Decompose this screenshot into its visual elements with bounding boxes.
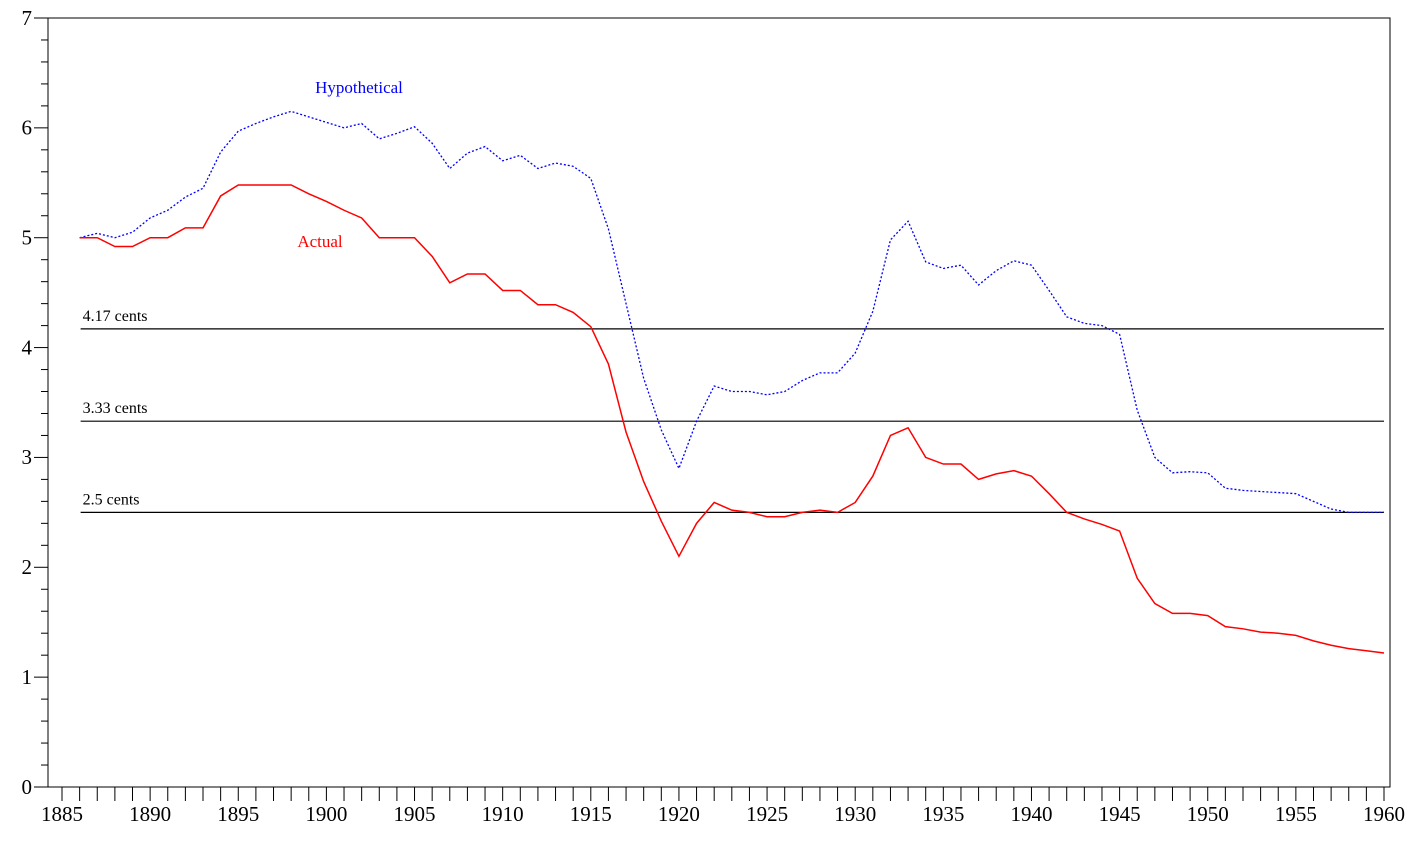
x-tick-label: 1885 xyxy=(41,802,83,826)
x-tick-label: 1950 xyxy=(1187,802,1229,826)
series-line xyxy=(79,184,1385,654)
x-tick-label: 1905 xyxy=(394,802,436,826)
reference-label: 2.5 cents xyxy=(83,491,140,508)
reference-label: 3.33 cents xyxy=(83,400,148,417)
x-tick-label: 1940 xyxy=(1010,802,1052,826)
x-tick-label: 1915 xyxy=(570,802,612,826)
x-tick-label: 1935 xyxy=(922,802,964,826)
x-tick-label: 1900 xyxy=(305,802,347,826)
x-tick-label: 1930 xyxy=(834,802,876,826)
y-tick-label: 6 xyxy=(22,116,33,140)
x-tick-label: 1890 xyxy=(129,802,171,826)
y-tick-label: 5 xyxy=(22,226,33,250)
series-label: Hypothetical xyxy=(315,78,403,97)
y-tick-label: 7 xyxy=(22,6,33,30)
x-tick-label: 1960 xyxy=(1363,802,1405,826)
plot-frame xyxy=(47,17,1391,788)
y-tick-label: 3 xyxy=(22,445,33,469)
series-label: Actual xyxy=(297,232,343,251)
x-tick-label: 1955 xyxy=(1275,802,1317,826)
x-tick-label: 1895 xyxy=(217,802,259,826)
x-tick-label: 1945 xyxy=(1099,802,1141,826)
y-tick-label: 1 xyxy=(22,665,33,689)
x-tick-label: 1910 xyxy=(482,802,524,826)
y-tick-label: 0 xyxy=(22,775,33,799)
y-tick-label: 4 xyxy=(22,335,33,359)
y-tick-label: 2 xyxy=(22,555,33,579)
x-tick-label: 1920 xyxy=(658,802,700,826)
series-line xyxy=(79,110,1384,514)
reference-label: 4.17 cents xyxy=(83,308,148,325)
x-tick-label: 1925 xyxy=(746,802,788,826)
